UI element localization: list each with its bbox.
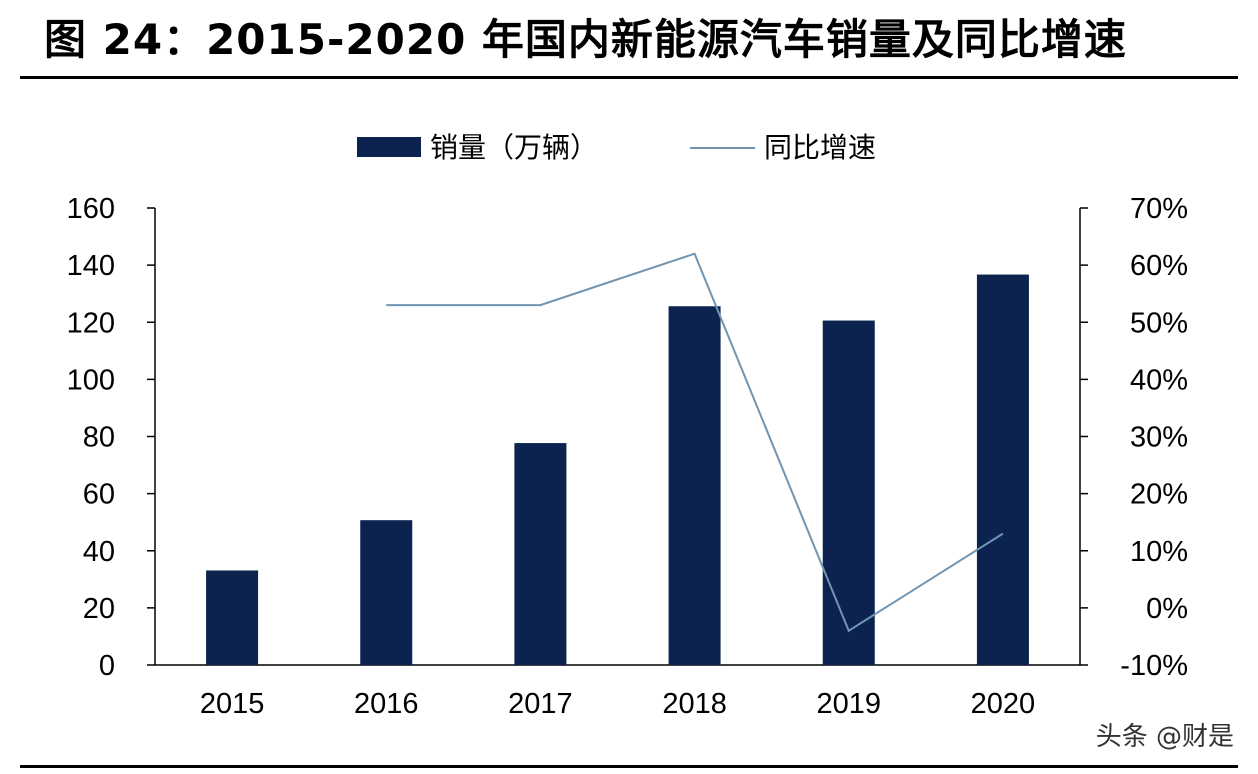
right-tick-label: 50% xyxy=(1130,307,1188,339)
right-tick-label: 40% xyxy=(1130,364,1188,396)
left-tick-label: 140 xyxy=(67,250,115,282)
left-tick-label: 40 xyxy=(83,536,115,568)
right-tick-label: 10% xyxy=(1130,536,1188,568)
right-tick-label: 60% xyxy=(1130,250,1188,282)
bar xyxy=(976,274,1029,665)
left-tick-label: 80 xyxy=(83,422,115,454)
x-tick-label: 2015 xyxy=(200,688,265,720)
x-tick-label: 2019 xyxy=(816,688,881,720)
right-tick-label: 70% xyxy=(1130,193,1188,225)
bar xyxy=(822,320,875,665)
bar xyxy=(206,570,259,665)
left-tick-label: 160 xyxy=(67,193,115,225)
left-tick-label: 120 xyxy=(67,307,115,339)
left-tick-label: 0 xyxy=(99,650,115,682)
right-tick-label: 30% xyxy=(1130,422,1188,454)
x-tick-label: 2020 xyxy=(971,688,1036,720)
bar xyxy=(668,306,721,665)
top-divider xyxy=(20,76,1238,79)
legend-bar-label: 销量（万辆） xyxy=(430,131,598,164)
watermark: 头条 @财是 xyxy=(1095,722,1234,752)
bar xyxy=(514,443,567,665)
right-tick-label: 20% xyxy=(1130,479,1188,511)
bar xyxy=(360,520,413,665)
legend-bar-swatch xyxy=(357,137,421,157)
right-tick-label: -10% xyxy=(1120,650,1188,682)
bottom-divider xyxy=(20,765,1238,768)
page-title: 图 24：2015-2020 年国内新能源汽车销量及同比增速 xyxy=(44,15,1127,64)
legend-line-label: 同比增速 xyxy=(764,131,876,164)
x-tick-label: 2017 xyxy=(508,688,573,720)
left-tick-label: 100 xyxy=(67,364,115,396)
left-tick-label: 60 xyxy=(83,479,115,511)
right-tick-label: 0% xyxy=(1146,593,1188,625)
x-tick-label: 2016 xyxy=(354,688,419,720)
left-tick-label: 20 xyxy=(83,593,115,625)
x-tick-label: 2018 xyxy=(662,688,727,720)
